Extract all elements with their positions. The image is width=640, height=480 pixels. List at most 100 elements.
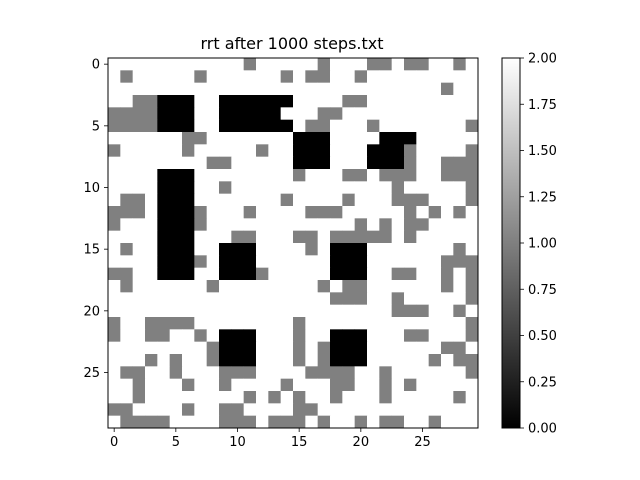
heatmap-cell [293,391,306,404]
heatmap-cell [231,132,245,145]
heatmap-cell [330,292,343,306]
heatmap-cell [132,193,146,207]
heatmap-cell [330,317,343,330]
heatmap-cell [169,255,183,269]
heatmap-cell [367,304,380,318]
heatmap-cell [453,181,467,195]
heatmap-cell [108,403,121,417]
heatmap-cell [145,206,158,219]
heatmap-cell [231,206,245,219]
heatmap-cell [317,403,331,417]
heatmap-cell [280,366,294,380]
heatmap-cell [342,58,356,71]
heatmap-cell [182,243,195,256]
heatmap-cell [453,82,467,96]
heatmap-cell [367,58,380,71]
heatmap-cell [108,341,121,355]
heatmap-cell [157,403,171,417]
heatmap-cell [441,193,454,207]
heatmap-cell [354,95,368,108]
heatmap-cell [354,292,368,306]
heatmap-cell [379,181,393,195]
heatmap-cell [132,366,146,380]
heatmap-cell [453,206,467,219]
heatmap-cell [219,132,232,145]
heatmap-cell [108,354,121,367]
heatmap-cell [428,243,442,256]
heatmap-cell [194,230,208,244]
heatmap-cell [428,181,442,195]
heatmap-cell [465,243,479,256]
heatmap-cell [120,144,134,158]
heatmap-cell [416,267,430,281]
heatmap-cell [219,156,232,170]
heatmap-cell [243,169,257,182]
heatmap-cell [391,193,405,207]
heatmap-cell [157,156,171,170]
heatmap-cell [108,132,121,145]
heatmap-cell [120,378,134,392]
heatmap-cell [354,119,368,133]
heatmap-cell [379,95,393,108]
heatmap-cell [219,119,232,133]
heatmap-cell [280,415,294,429]
heatmap-cell [182,317,195,330]
heatmap-cell [280,391,294,404]
heatmap-cell [120,391,134,404]
heatmap-cell [416,415,430,429]
heatmap-cell [441,255,454,269]
heatmap-cell [256,70,269,84]
heatmap-cell [367,378,380,392]
heatmap-cell [293,119,306,133]
heatmap-cell [354,132,368,145]
heatmap-cell [465,70,479,84]
heatmap-cell [453,341,467,355]
heatmap-cell [145,317,158,330]
heatmap-cell [453,70,467,84]
heatmap-cell [342,193,356,207]
heatmap-cell [305,366,319,380]
heatmap-cell [342,267,356,281]
y-tick-label: 25 [83,366,100,381]
heatmap-cell [182,304,195,318]
heatmap-cell [231,341,245,355]
heatmap-cell [256,292,269,306]
heatmap-cell [391,70,405,84]
heatmap-cell [330,267,343,281]
heatmap-cell [169,58,183,71]
heatmap-cell [231,243,245,256]
heatmap-cell [120,230,134,244]
heatmap-cell [465,304,479,318]
heatmap-cell [157,280,171,293]
heatmap-cell [243,230,257,244]
heatmap-cell [416,366,430,380]
heatmap-cell [108,378,121,392]
heatmap-cell [404,230,417,244]
heatmap-cell [157,378,171,392]
heatmap-cell [145,292,158,306]
heatmap-cell [206,304,220,318]
heatmap-cell [268,292,282,306]
heatmap-cell [108,304,121,318]
heatmap-cell [157,391,171,404]
heatmap-cell [453,169,467,182]
heatmap-cell [256,144,269,158]
heatmap-cell [256,169,269,182]
heatmap-cell [465,58,479,71]
heatmap-cell [194,169,208,182]
heatmap-cell [441,329,454,343]
heatmap-cell [441,354,454,367]
heatmap-cell [182,341,195,355]
heatmap-cell [441,107,454,121]
heatmap-cell [268,243,282,256]
heatmap-cell [305,378,319,392]
heatmap-cell [330,95,343,108]
heatmap-cell [317,366,331,380]
heatmap-cell [441,218,454,232]
heatmap-cell [157,243,171,256]
heatmap-cell [157,292,171,306]
heatmap-cell [416,354,430,367]
heatmap-cell [441,206,454,219]
heatmap-cell [182,193,195,207]
